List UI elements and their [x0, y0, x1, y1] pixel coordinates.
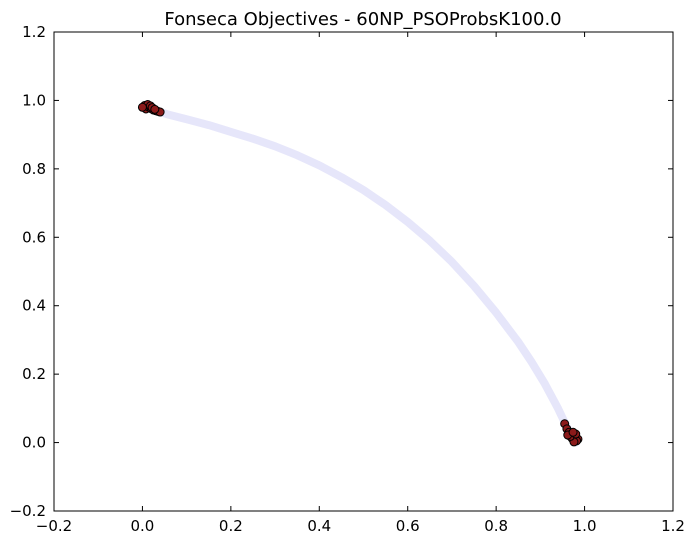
front-point [471, 282, 478, 289]
x-tick-label: 1.0 [573, 517, 597, 535]
front-point [360, 187, 367, 194]
front-point [338, 174, 345, 181]
front-point [404, 218, 411, 225]
front-point [555, 405, 562, 412]
solution-point [150, 104, 160, 114]
front-point [183, 116, 190, 123]
front-point [426, 237, 433, 244]
y-tick-label: 0.4 [22, 297, 46, 315]
x-tick-label: 0.4 [307, 517, 331, 535]
front-point [165, 111, 172, 118]
front-point [515, 338, 522, 345]
front-point [205, 122, 212, 129]
front-point [382, 202, 389, 209]
y-tick-label: 0.0 [22, 434, 46, 452]
front-point [448, 258, 455, 265]
y-tick-label: −0.2 [10, 502, 46, 520]
chart-title: Fonseca Objectives - 60NP_PSOProbsK100.0 [164, 9, 561, 30]
front-point [294, 152, 301, 159]
y-tick-label: 1.0 [22, 91, 46, 109]
series-front-line [138, 102, 580, 447]
y-tick-label: 0.2 [22, 365, 46, 383]
x-tick-label: −0.2 [36, 517, 72, 535]
y-tick-label: 0.8 [22, 160, 46, 178]
front-point [249, 135, 256, 142]
front-point [227, 128, 234, 135]
solution-point [137, 102, 147, 112]
front-point [493, 309, 500, 316]
x-tick-label: 0.0 [130, 517, 154, 535]
y-axis: −0.2 0.0 0.2 0.4 0.6 0.8 1.0 1.2 [10, 23, 673, 520]
y-tick-label: 0.6 [22, 228, 46, 246]
x-axis: −0.2 0.0 0.2 0.4 0.6 0.8 1.0 1.2 [36, 32, 685, 535]
y-tick-label: 1.2 [22, 23, 46, 41]
x-tick-label: 0.2 [219, 517, 243, 535]
front-point [541, 380, 548, 387]
front-point [316, 162, 323, 169]
solution-point [568, 427, 578, 437]
x-tick-label: 0.8 [484, 517, 508, 535]
plot-area [137, 100, 583, 447]
front-point [528, 358, 535, 365]
front-point [272, 143, 279, 150]
plot-frame [53, 31, 674, 512]
x-tick-label: 0.6 [396, 517, 420, 535]
x-tick-label: 1.2 [661, 517, 685, 535]
